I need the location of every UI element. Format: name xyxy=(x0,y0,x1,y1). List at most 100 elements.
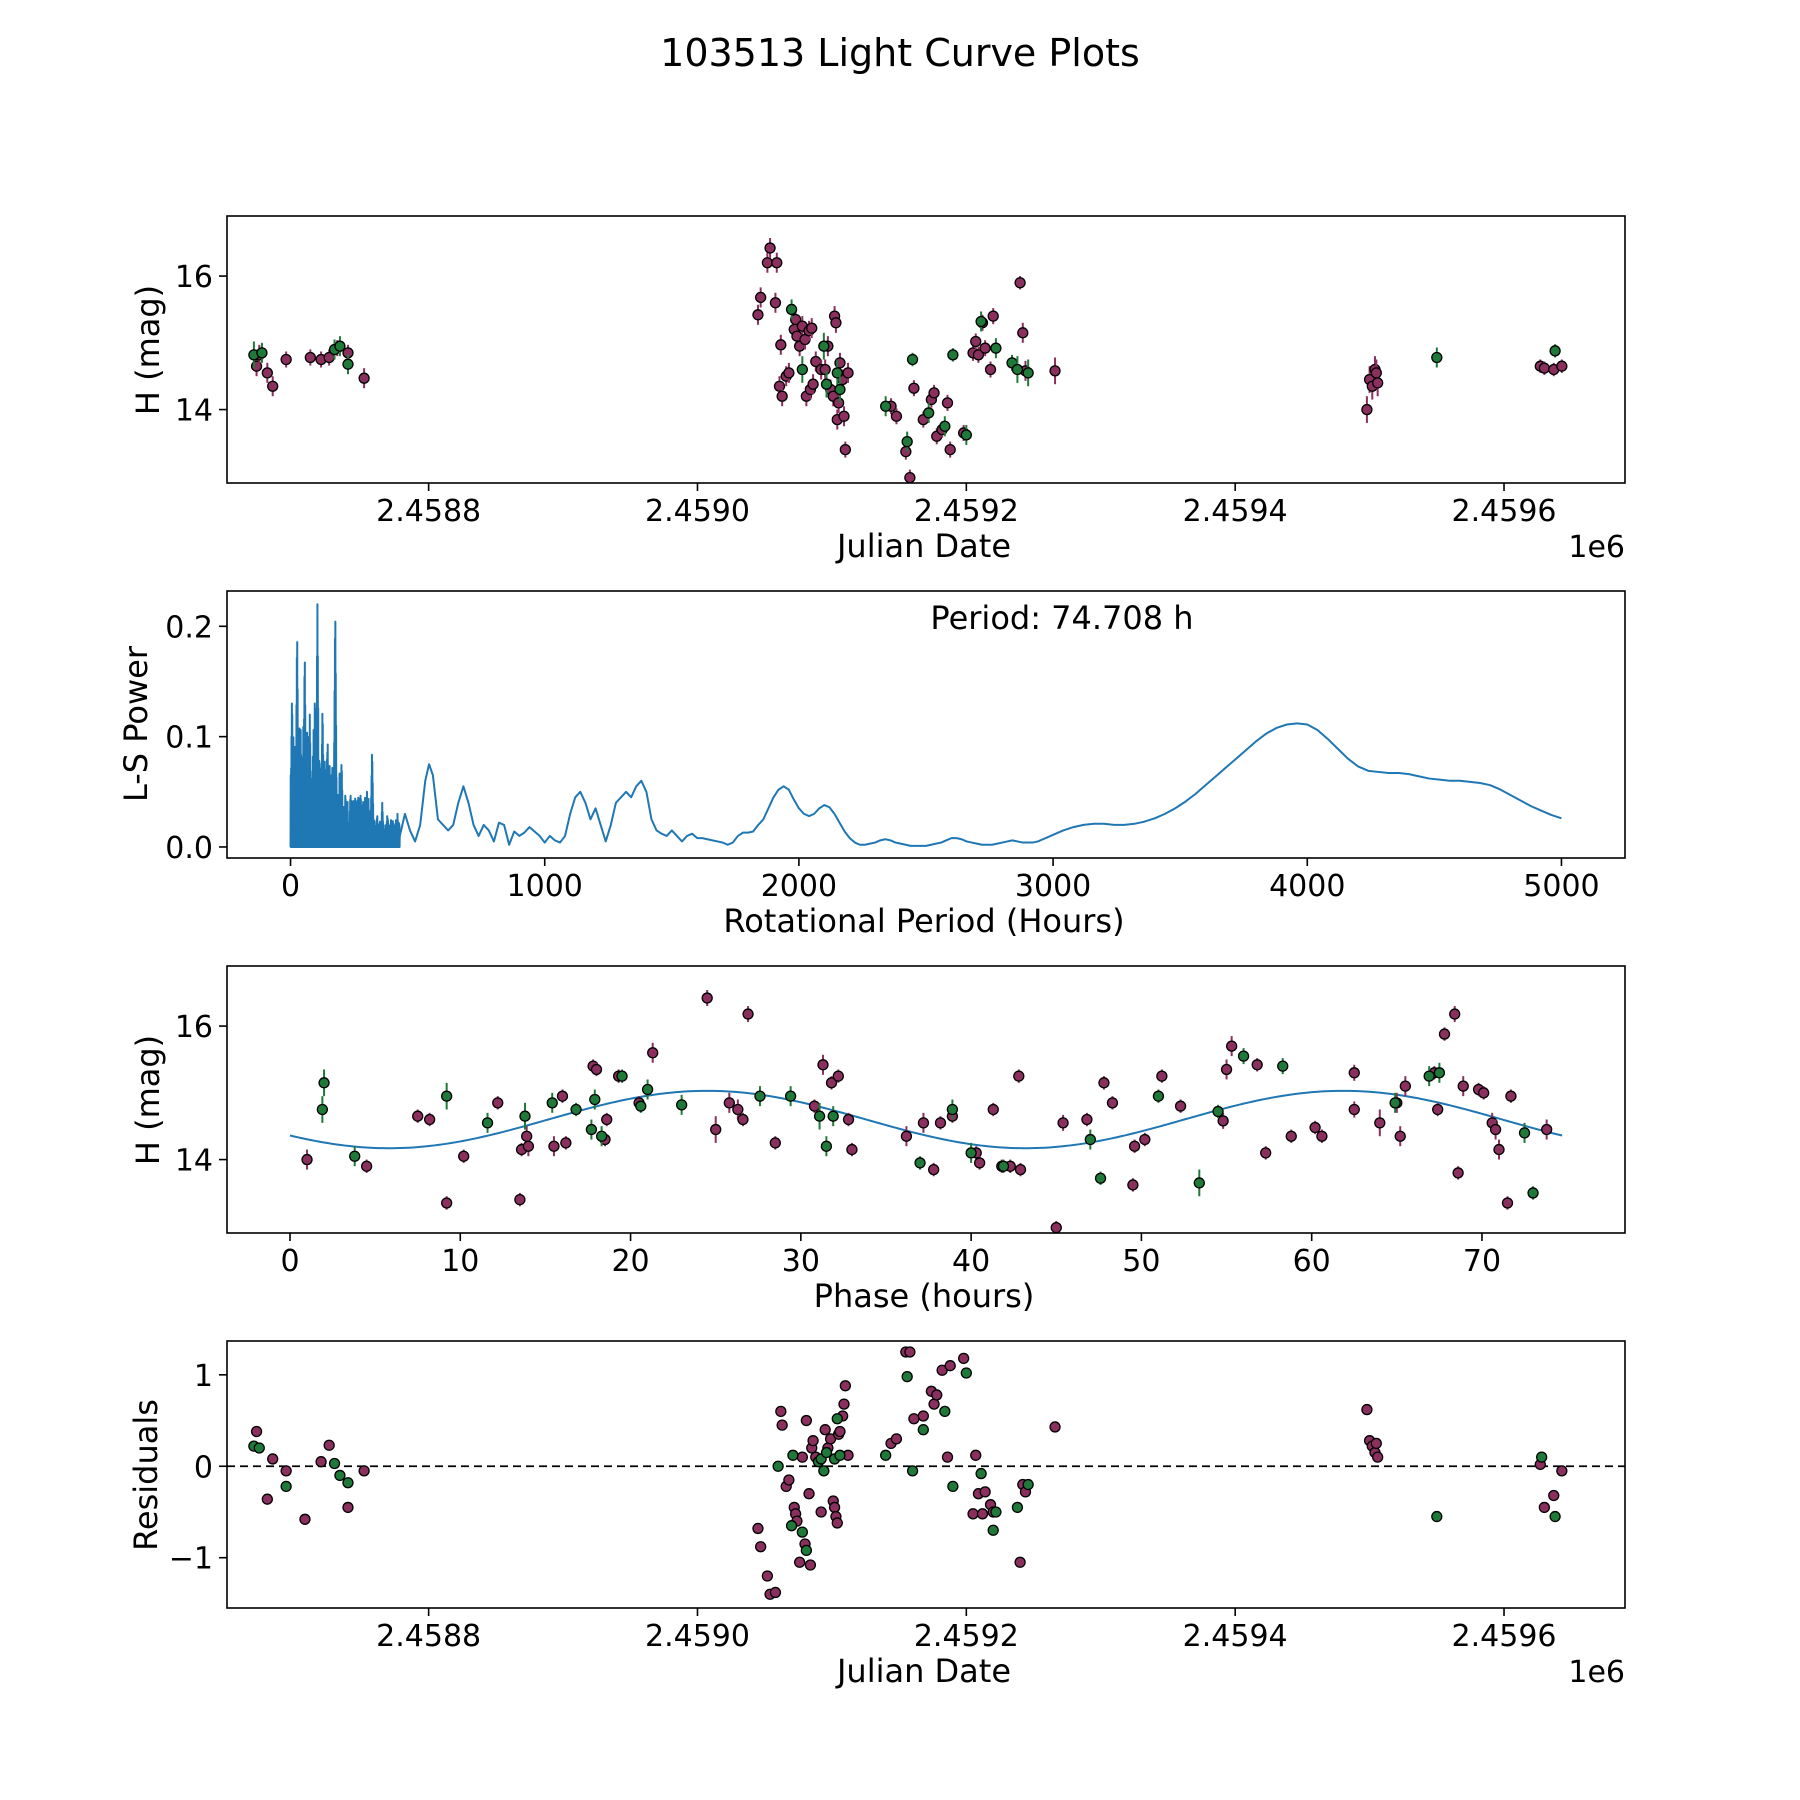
data-point xyxy=(493,1098,503,1108)
data-point xyxy=(319,1078,329,1088)
data-point xyxy=(839,411,849,421)
data-point xyxy=(586,1125,596,1135)
data-point xyxy=(648,1048,658,1058)
data-point xyxy=(797,365,807,375)
data-point xyxy=(413,1111,423,1121)
data-point xyxy=(834,398,844,408)
data-point xyxy=(1157,1071,1167,1081)
data-point xyxy=(776,340,786,350)
residuals-ytick-label: 1 xyxy=(194,1359,213,1394)
data-point xyxy=(1539,1502,1549,1512)
data-point xyxy=(743,1009,753,1019)
data-point xyxy=(359,373,369,383)
data-point xyxy=(1542,1125,1552,1135)
data-point xyxy=(991,343,1001,353)
data-point xyxy=(1176,1101,1186,1111)
data-point xyxy=(1153,1091,1163,1101)
data-point xyxy=(918,1118,928,1128)
phased-axes-frame xyxy=(227,966,1625,1233)
data-point xyxy=(943,398,953,408)
data-point xyxy=(830,1502,840,1512)
residuals-axes-frame xyxy=(227,1341,1625,1608)
data-point xyxy=(820,365,830,375)
data-point xyxy=(1023,368,1033,378)
data-point xyxy=(1400,1081,1410,1091)
lightcurve-xlabel: Julian Date xyxy=(835,527,1011,565)
lightcurve-x-offset: 1e6 xyxy=(1568,530,1625,565)
data-point xyxy=(281,1466,291,1476)
lightcurve-xtick-label: 2.4590 xyxy=(645,494,750,529)
data-point xyxy=(980,1487,990,1497)
data-point xyxy=(770,1587,780,1597)
data-point xyxy=(1050,1422,1060,1432)
data-point xyxy=(523,1141,533,1151)
data-point xyxy=(1085,1135,1095,1145)
lightcurve-ytick-label: 14 xyxy=(175,394,213,429)
data-point xyxy=(809,1101,819,1111)
data-point xyxy=(1286,1131,1296,1141)
data-point xyxy=(1458,1081,1468,1091)
data-point xyxy=(571,1105,581,1115)
data-point xyxy=(1252,1060,1262,1070)
data-point xyxy=(1362,405,1372,415)
phased-xtick-label: 70 xyxy=(1463,1244,1501,1279)
data-point xyxy=(835,385,845,395)
data-point xyxy=(362,1161,372,1171)
data-point xyxy=(1362,1405,1372,1415)
data-point xyxy=(262,368,272,378)
data-point xyxy=(522,1131,532,1141)
data-point xyxy=(777,391,787,401)
data-point xyxy=(756,1542,766,1552)
data-point xyxy=(787,304,797,314)
data-point xyxy=(948,1481,958,1491)
data-point xyxy=(1506,1091,1516,1101)
data-point xyxy=(281,355,291,365)
data-point xyxy=(1549,1491,1559,1501)
data-point xyxy=(1528,1188,1538,1198)
periodogram-axes-frame xyxy=(227,591,1625,858)
periodogram-xtick-label: 5000 xyxy=(1523,869,1599,904)
data-point xyxy=(935,1118,945,1128)
data-point xyxy=(1349,1068,1359,1078)
data-point xyxy=(909,383,919,393)
periodogram-xtick-label: 1000 xyxy=(507,869,583,904)
data-point xyxy=(1373,1452,1383,1462)
phased-xtick-label: 20 xyxy=(611,1244,649,1279)
data-point xyxy=(636,1101,646,1111)
residuals-xtick-label: 2.4592 xyxy=(914,1619,1019,1654)
data-point xyxy=(515,1195,525,1205)
data-point xyxy=(840,445,850,455)
data-point xyxy=(755,1091,765,1101)
data-point xyxy=(753,1523,763,1533)
data-point xyxy=(1317,1131,1327,1141)
data-point xyxy=(835,1427,845,1437)
data-point xyxy=(1550,346,1560,356)
periodogram-xlabel: Rotational Period (Hours) xyxy=(723,902,1124,940)
residuals-ylabel: Residuals xyxy=(127,1399,165,1551)
residuals-ytick-label: −1 xyxy=(169,1542,213,1577)
data-point xyxy=(795,1557,805,1567)
periodogram-ytick-label: 0.0 xyxy=(165,831,213,866)
lightcurve-xtick-label: 2.4588 xyxy=(376,494,481,529)
data-point xyxy=(844,1115,854,1125)
data-point xyxy=(971,336,981,346)
data-point xyxy=(833,1071,843,1081)
data-point xyxy=(1432,353,1442,363)
data-point xyxy=(316,1457,326,1467)
data-point xyxy=(808,1436,818,1446)
phased-xtick-label: 30 xyxy=(782,1244,820,1279)
phased-ytick-label: 16 xyxy=(175,1010,213,1045)
data-point xyxy=(330,1459,340,1469)
data-point xyxy=(932,1390,942,1400)
data-point xyxy=(1371,1438,1381,1448)
data-point xyxy=(929,1165,939,1175)
lightcurve-plot-area xyxy=(249,238,1567,486)
data-point xyxy=(975,1158,985,1168)
data-point xyxy=(643,1084,653,1094)
data-point xyxy=(1434,1068,1444,1078)
data-point xyxy=(770,1138,780,1148)
data-point xyxy=(254,1443,264,1453)
data-point xyxy=(881,1450,891,1460)
data-point xyxy=(317,1105,327,1115)
data-point xyxy=(786,1091,796,1101)
